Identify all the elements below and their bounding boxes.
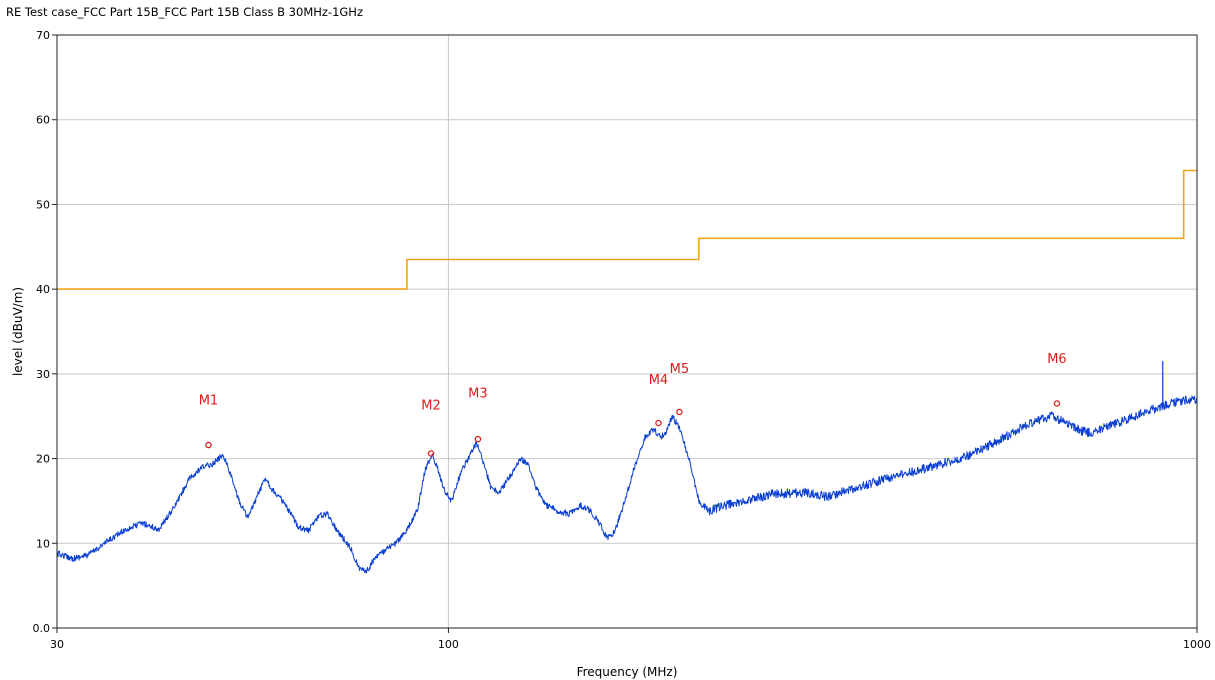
marker-label: M4	[649, 373, 669, 388]
measurement-trace	[57, 396, 1197, 573]
x-tick-label: 100	[438, 638, 459, 651]
measurement-trace-layer	[57, 361, 1197, 573]
limit-line-layer	[57, 171, 1197, 290]
marker-point	[1054, 401, 1059, 406]
grid-lines	[57, 35, 1197, 628]
y-tick-label: 10	[36, 537, 50, 550]
limit-line	[57, 171, 1197, 290]
y-tick-label: 40	[36, 283, 50, 296]
x-axis-label: Frequency (MHz)	[577, 665, 678, 679]
x-tick-label: 30	[50, 638, 64, 651]
marker-label: M2	[421, 398, 441, 413]
x-tick-label: 1000	[1183, 638, 1211, 651]
marker-point	[475, 436, 480, 441]
y-tick-label: 70	[36, 29, 50, 42]
marker-label: M5	[670, 362, 690, 377]
y-tick-label: 30	[36, 368, 50, 381]
marker-label: M6	[1047, 352, 1067, 367]
marker-label: M3	[468, 387, 488, 402]
marker-point	[677, 409, 682, 414]
plot-frame	[57, 35, 1197, 628]
y-axis-label: level (dBuV/m)	[11, 287, 25, 376]
marker-point	[206, 442, 211, 447]
y-tick-label: 20	[36, 453, 50, 466]
marker-label: M1	[199, 393, 219, 408]
y-tick-label: 50	[36, 198, 50, 211]
marker-point	[656, 420, 661, 425]
axes-layer: 0.0 10 20 30 40 50 60 70 30 100 1000	[33, 29, 1212, 651]
y-tick-label: 60	[36, 114, 50, 127]
marker-point	[428, 451, 433, 456]
y-tick-label: 0.0	[33, 622, 51, 635]
